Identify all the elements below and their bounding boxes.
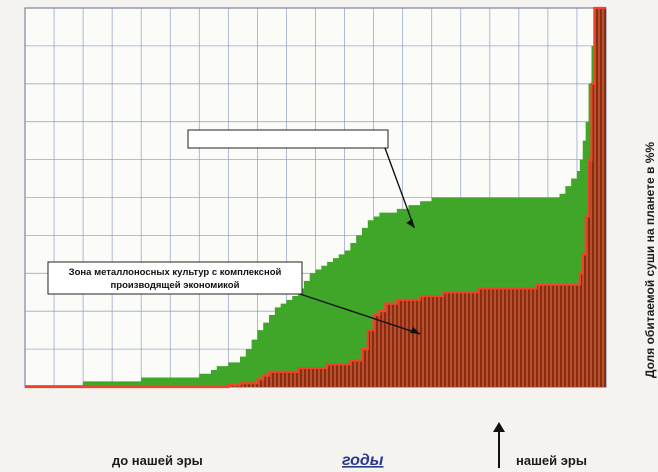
series-areas xyxy=(25,6,606,389)
y-axis-label: Доля обитаемой суши на планете в %% xyxy=(643,142,657,379)
annotations: Зона металлоносных культур с комплексной… xyxy=(47,129,421,335)
annotation-arrowhead-food xyxy=(406,218,415,228)
annotation-box-food xyxy=(187,129,389,149)
era-label-bce: до нашей эры xyxy=(112,453,203,468)
annotation-arrow-metal xyxy=(299,293,421,335)
annotation-arrow-food xyxy=(384,147,415,229)
series-line-metal-cultures xyxy=(25,6,606,389)
x-axis-label: годы xyxy=(342,452,384,469)
annotation-metal-cultures-line1: Зона металлоносных культур с комплексной xyxy=(69,267,282,278)
zero-year-arrow xyxy=(493,422,505,468)
era-label-ce: нашей эры xyxy=(516,453,587,468)
annotation-arrowhead-metal xyxy=(410,326,421,334)
annotation-metal-cultures-line2: производящей экономикой xyxy=(111,280,240,291)
annotation-box-metal xyxy=(47,261,303,295)
